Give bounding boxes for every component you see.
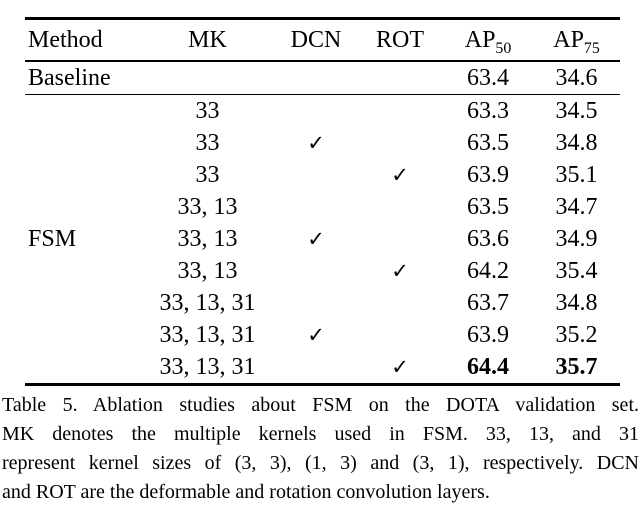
mk-cell: 33 [195, 130, 220, 157]
baseline-row: Baseline 63.4 34.6 [25, 62, 620, 94]
mk-cell: 33 [195, 98, 220, 125]
table-row: 33 ✓ 63.9 35.1 [25, 159, 620, 191]
check-icon: ✓ [307, 322, 325, 347]
ap75-cell: 35.1 [555, 162, 598, 189]
ap75-cell: 34.8 [555, 130, 598, 157]
mk-cell: 33, 13, 31 [159, 354, 256, 381]
check-icon: ✓ [307, 130, 325, 155]
check-icon: ✓ [391, 354, 409, 379]
caption-line: represent kernel sizes of (3, 3), (1, 3)… [2, 452, 639, 475]
table-rule [25, 93, 620, 96]
ap50-cell: 63.5 [467, 130, 509, 157]
col-header-method: Method [28, 27, 103, 53]
ap50-cell: 63.9 [467, 162, 509, 189]
ablation-table: Method MK DCN ROT AP50 AP75 Baseline 63.… [25, 17, 620, 387]
caption-line: MK denotes the multiple kernels used in … [2, 423, 639, 446]
ap75-cell: 34.8 [555, 290, 598, 317]
col-header-rot: ROT [376, 27, 424, 53]
fsm-group-label: FSM [28, 225, 77, 252]
caption-line: and ROT are the deformable and rotation … [2, 481, 490, 504]
table-bottom-rule [25, 383, 620, 387]
ap50-subscript: 50 [495, 39, 512, 57]
method-cell: Baseline [28, 64, 111, 91]
mk-cell: 33, 13 [177, 258, 238, 285]
table-header-row: Method MK DCN ROT AP50 AP75 [25, 20, 620, 60]
ap75-cell: 34.7 [555, 194, 598, 221]
table-row: 33 63.3 34.5 [25, 95, 620, 127]
ap50-cell: 63.4 [467, 64, 509, 91]
ap75-subscript: 75 [583, 39, 600, 57]
table-rule [25, 60, 620, 62]
mk-cell: 33, 13, 31 [159, 290, 256, 317]
caption-line: Table 5. Ablation studies about FSM on t… [2, 394, 639, 417]
ap50-cell: 64.2 [467, 258, 509, 285]
ap75-cell: 35.7 [555, 354, 598, 381]
ap50-cell: 64.4 [467, 354, 509, 381]
check-icon: ✓ [391, 162, 409, 187]
col-header-dcn: DCN [290, 27, 342, 53]
table-row: 33 ✓ 63.5 34.8 [25, 127, 620, 159]
table-row: 33, 13, 31 ✓ 64.4 35.7 [25, 351, 620, 383]
check-icon: ✓ [391, 258, 409, 283]
table-row: 33, 13 ✓ 63.6 34.9 [25, 223, 620, 255]
ap50-cell: 63.3 [467, 98, 509, 125]
ap50-cell: 63.5 [467, 194, 509, 221]
ap50-cell: 63.6 [467, 226, 509, 253]
ap75-base: AP [553, 27, 584, 53]
mk-cell: 33, 13 [177, 194, 238, 221]
table-top-rule [25, 17, 620, 20]
col-header-ap50: AP50 [443, 27, 533, 56]
ap75-cell: 35.4 [555, 258, 598, 285]
mk-cell: 33 [195, 162, 220, 189]
col-header-ap75: AP75 [533, 27, 620, 56]
ap50-cell: 63.9 [467, 322, 509, 349]
table-row: 33, 13, 31 ✓ 63.9 35.2 [25, 319, 620, 351]
check-icon: ✓ [307, 226, 325, 251]
ap75-cell: 35.2 [555, 322, 598, 349]
table-caption: Table 5. Ablation studies about FSM on t… [0, 391, 642, 507]
mk-cell: 33, 13 [177, 226, 238, 253]
fsm-group: FSM 33 63.3 34.5 33 ✓ 63.5 34.8 33 [25, 95, 620, 383]
table-row: 33, 13 ✓ 64.2 35.4 [25, 255, 620, 287]
table-row: 33, 13, 31 63.7 34.8 [25, 287, 620, 319]
mk-cell: 33, 13, 31 [159, 322, 256, 349]
ap75-cell: 34.6 [555, 64, 598, 91]
ap50-cell: 63.7 [467, 290, 509, 317]
col-header-mk: MK [188, 27, 227, 53]
ap50-base: AP [464, 27, 496, 53]
ap75-cell: 34.9 [555, 226, 598, 253]
ap75-cell: 34.5 [555, 98, 598, 125]
table-row: 33, 13 63.5 34.7 [25, 191, 620, 223]
